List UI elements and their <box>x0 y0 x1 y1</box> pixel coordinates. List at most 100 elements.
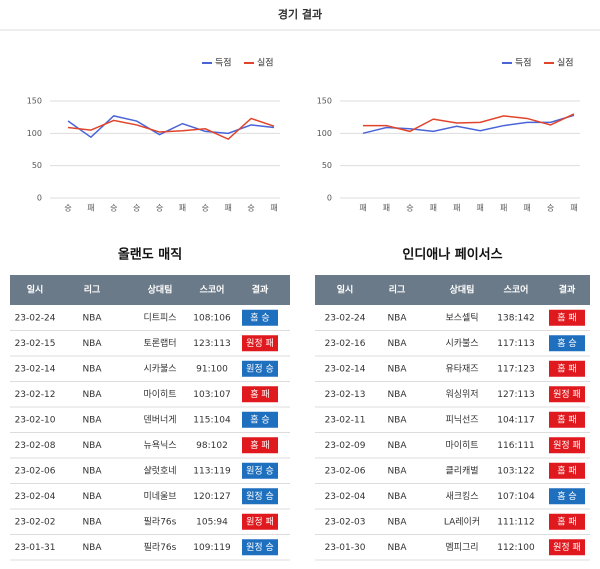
result-badge <box>549 462 585 479</box>
cell: 23-01-30 <box>325 543 366 553</box>
cell: 115:104 <box>193 415 231 425</box>
result: 홈 패 <box>557 362 576 374</box>
result: 홈 패 <box>557 515 576 527</box>
y-tick-label: 100 <box>317 129 332 138</box>
cell: 토론랩터 <box>143 337 176 349</box>
result-badge <box>549 309 585 326</box>
cell: 111:112 <box>497 517 534 527</box>
cell: 23-02-14 <box>15 364 56 374</box>
result: 원정 패 <box>553 440 581 451</box>
x-tick-label: 패 <box>87 203 94 213</box>
cell: 120:127 <box>193 492 230 502</box>
cell: 필라76s <box>144 541 177 553</box>
cell: NBA <box>82 492 102 502</box>
x-tick-label: 패 <box>453 203 460 213</box>
cell: NBA <box>387 517 407 527</box>
result: 홈 승 <box>250 413 269 425</box>
cell: 113:119 <box>193 466 231 476</box>
cell: NBA <box>387 543 407 553</box>
cell: 116:111 <box>497 441 534 451</box>
cell: 23-02-24 <box>15 313 56 323</box>
cell: 112:100 <box>497 543 535 553</box>
result: 원정 승 <box>246 363 274 374</box>
cell: 23-02-16 <box>325 339 366 349</box>
result-badge <box>549 488 585 505</box>
series-line <box>362 114 575 135</box>
result-badge <box>242 488 278 505</box>
result: 홈 승 <box>557 490 576 502</box>
x-tick-label: 패 <box>523 203 530 213</box>
y-tick-label: 50 <box>32 161 42 170</box>
cell: 마이히트 <box>445 440 478 451</box>
result: 원정 승 <box>246 465 274 476</box>
cell: NBA <box>82 517 102 527</box>
result: 홈 패 <box>557 311 576 323</box>
column-header: 결과 <box>252 284 269 296</box>
cell: 91:100 <box>196 364 228 374</box>
legend-label: 실점 <box>557 57 574 69</box>
column-header: 일시 <box>337 284 354 296</box>
result: 홈 승 <box>557 337 576 349</box>
cell: 유타재즈 <box>445 363 478 374</box>
result-badge <box>549 437 585 454</box>
cell: 117:113 <box>497 339 534 349</box>
team-title: 인디애나 페이서스 <box>402 247 502 263</box>
x-tick-label: 승 <box>133 204 140 213</box>
y-tick-label: 100 <box>27 129 42 138</box>
x-tick-label: 패 <box>570 203 577 213</box>
result-badge <box>242 539 278 556</box>
cell: 127:113 <box>497 390 534 400</box>
cell: 23-02-13 <box>325 390 366 400</box>
y-tick-label: 0 <box>327 194 332 203</box>
column-header: 스코어 <box>200 284 225 296</box>
cell: 23-02-04 <box>15 492 56 502</box>
cell: 미네울브 <box>143 491 176 502</box>
cell: NBA <box>387 339 407 349</box>
column-header: 리그 <box>84 284 101 296</box>
cell: NBA <box>82 543 102 553</box>
cell: NBA <box>387 441 407 451</box>
x-tick-label: 패 <box>270 203 277 213</box>
y-tick-label: 50 <box>322 161 332 170</box>
cell: 117:123 <box>497 364 534 374</box>
result: 홈 패 <box>250 439 269 451</box>
cell: 23-01-31 <box>15 543 56 553</box>
cell: 뉴욕닉스 <box>143 440 176 451</box>
result: 원정 패 <box>246 338 274 349</box>
result: 원정 패 <box>246 516 274 527</box>
legend-label: 득점 <box>515 57 532 69</box>
cell: 피닉선즈 <box>445 414 478 425</box>
cell: 시카불스 <box>445 338 478 349</box>
result-badge <box>242 309 278 326</box>
cell: 샬럿호네 <box>143 464 176 476</box>
result-badge <box>549 386 585 403</box>
column-header: 상대팀 <box>450 284 475 296</box>
series-line <box>363 113 575 133</box>
cell: 109:119 <box>193 543 231 553</box>
result-badge <box>242 513 278 530</box>
column-header: 스코어 <box>504 284 529 296</box>
cell: 23-02-03 <box>325 517 366 527</box>
x-tick-label: 승 <box>110 204 117 213</box>
cell: 시카불스 <box>143 363 176 374</box>
x-tick-label: 패 <box>383 203 390 213</box>
cell: 23-02-15 <box>15 339 56 349</box>
cell: NBA <box>387 415 407 425</box>
x-tick-label: 승 <box>547 204 554 213</box>
result-badge <box>549 411 585 428</box>
cell: NBA <box>387 492 407 502</box>
cell: NBA <box>387 466 407 476</box>
result-badge <box>242 386 278 403</box>
column-header: 결과 <box>559 284 576 296</box>
result: 홈 패 <box>557 413 576 425</box>
cell: LA레이커 <box>444 516 480 527</box>
cell: 107:104 <box>497 492 535 502</box>
cell: 23-02-24 <box>325 313 366 323</box>
cell: 23-02-12 <box>15 390 56 400</box>
cell: 23-02-04 <box>325 492 366 502</box>
result: 원정 승 <box>246 491 274 502</box>
cell: NBA <box>82 364 102 374</box>
cell: 123:113 <box>193 339 230 349</box>
column-header: 일시 <box>27 284 44 296</box>
